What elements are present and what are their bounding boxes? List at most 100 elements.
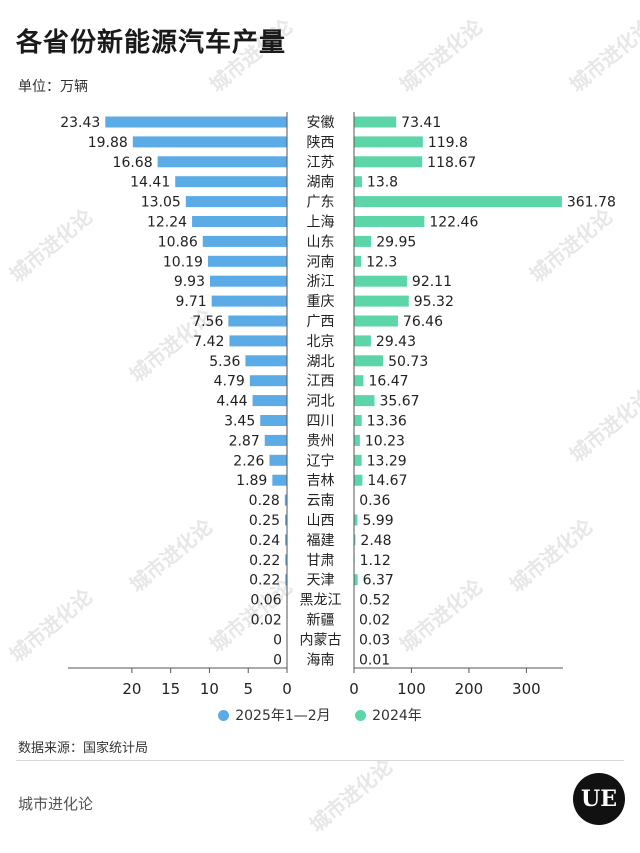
category-label-6: 山东 — [307, 234, 335, 250]
bar-2025-17 — [269, 454, 287, 466]
bar-2025-15 — [260, 415, 287, 426]
legend-swatch-2025 — [218, 710, 230, 721]
bar-2025-21 — [285, 534, 287, 546]
value-label-2024-23: 6.37 — [363, 573, 394, 589]
tick-label-2025-4: 0 — [282, 680, 292, 698]
bar-2024-20 — [354, 514, 358, 526]
value-label-2025-27: 0 — [273, 652, 282, 668]
value-label-2024-12: 50.73 — [388, 354, 428, 370]
value-label-2025-12: 5.36 — [209, 354, 240, 370]
value-label-2025-13: 4.79 — [214, 374, 245, 390]
category-label-18: 吉林 — [307, 473, 335, 489]
bar-2024-2 — [354, 156, 423, 168]
value-label-2024-14: 35.67 — [379, 394, 419, 410]
value-label-2024-22: 1.12 — [360, 553, 391, 569]
value-label-2024-11: 29.43 — [376, 334, 416, 350]
bar-2024-21 — [354, 534, 356, 546]
value-label-2025-2: 16.68 — [113, 155, 153, 171]
value-label-2024-7: 12.3 — [366, 254, 397, 270]
value-label-2024-9: 95.32 — [414, 294, 454, 310]
value-label-2024-10: 76.46 — [403, 314, 443, 330]
bar-2025-18 — [272, 474, 287, 486]
unit-label: 单位：万辆 — [18, 79, 88, 95]
value-label-2024-13: 16.47 — [368, 374, 408, 390]
bar-2024-6 — [354, 235, 372, 247]
value-label-2025-15: 3.45 — [224, 414, 255, 430]
bar-2025-1 — [132, 136, 287, 148]
brand-logo: UE — [573, 773, 625, 825]
bar-2025-11 — [229, 335, 287, 347]
category-label-21: 福建 — [307, 533, 335, 549]
bar-2025-13 — [249, 375, 287, 387]
footer-divider — [16, 760, 624, 761]
category-label-9: 重庆 — [307, 294, 335, 310]
category-label-26: 内蒙古 — [300, 632, 342, 648]
value-label-2025-23: 0.22 — [249, 573, 280, 589]
value-label-2025-8: 9.93 — [174, 274, 205, 290]
value-label-2025-26: 0 — [273, 632, 282, 648]
tick-label-2024-1: 100 — [397, 680, 426, 698]
bar-2024-14 — [354, 395, 375, 407]
tick-label-2024-2: 200 — [455, 680, 484, 698]
value-label-2024-0: 73.41 — [401, 115, 441, 131]
value-label-2025-5: 12.24 — [147, 215, 187, 231]
category-label-7: 河南 — [307, 254, 335, 270]
bar-2024-7 — [354, 255, 362, 267]
value-label-2024-5: 122.46 — [429, 215, 478, 231]
legend-item-2024: 2024年 — [355, 705, 422, 725]
legend: 2025年1—2月 2024年 — [0, 705, 640, 725]
bar-2024-13 — [354, 375, 364, 387]
legend-swatch-2024 — [355, 710, 367, 721]
value-label-2025-0: 23.43 — [60, 115, 100, 131]
bar-2025-20 — [285, 514, 287, 526]
category-label-15: 四川 — [307, 414, 335, 430]
category-label-14: 河北 — [307, 394, 335, 410]
category-label-19: 云南 — [307, 493, 335, 509]
bar-2025-0 — [105, 116, 287, 128]
value-label-2024-20: 5.99 — [362, 513, 393, 529]
value-label-2024-19: 0.36 — [359, 493, 390, 509]
bar-2024-4 — [354, 196, 562, 208]
category-label-1: 陕西 — [307, 135, 335, 151]
value-label-2024-1: 119.8 — [428, 135, 468, 151]
value-label-2025-11: 7.42 — [193, 334, 224, 350]
value-label-2024-16: 10.23 — [365, 433, 405, 449]
value-label-2025-24: 0.06 — [250, 593, 281, 609]
bar-2024-16 — [354, 434, 360, 446]
value-label-2025-18: 1.89 — [236, 473, 267, 489]
tick-label-2025-2: 10 — [200, 680, 219, 698]
data-source: 数据来源：国家统计局 — [18, 741, 149, 756]
value-label-2025-21: 0.24 — [249, 533, 280, 549]
value-label-2025-19: 0.28 — [249, 493, 280, 509]
value-label-2024-24: 0.52 — [359, 593, 390, 609]
value-label-2024-6: 29.95 — [376, 234, 416, 250]
value-label-2025-9: 9.71 — [176, 294, 207, 310]
category-label-20: 山西 — [307, 513, 335, 529]
bar-2024-9 — [354, 295, 409, 307]
bar-2024-5 — [354, 216, 425, 227]
value-label-2025-14: 4.44 — [216, 394, 247, 410]
value-label-2025-25: 0.02 — [251, 613, 282, 629]
value-label-2024-21: 2.48 — [360, 533, 391, 549]
value-label-2025-22: 0.22 — [249, 553, 280, 569]
value-label-2024-18: 14.67 — [367, 473, 407, 489]
tick-label-2024-0: 0 — [349, 680, 359, 698]
bar-2025-4 — [185, 196, 287, 208]
category-label-5: 上海 — [307, 215, 335, 231]
category-label-27: 海南 — [307, 652, 335, 668]
value-label-2025-6: 10.86 — [158, 234, 198, 250]
legend-item-2025: 2025年1—2月 — [218, 705, 331, 725]
bar-2025-12 — [245, 355, 287, 367]
category-label-3: 湖南 — [307, 175, 335, 191]
category-label-13: 江西 — [307, 374, 335, 390]
category-label-10: 广西 — [307, 314, 335, 330]
value-label-2024-4: 361.78 — [567, 195, 616, 211]
category-label-23: 天津 — [307, 573, 335, 589]
category-label-11: 北京 — [307, 334, 335, 350]
brand-name: 城市进化论 — [18, 795, 94, 813]
category-label-24: 黑龙江 — [300, 593, 342, 609]
value-label-2025-10: 7.56 — [192, 314, 223, 330]
value-label-2024-17: 13.29 — [367, 453, 407, 469]
bar-2024-0 — [354, 116, 397, 128]
value-label-2025-16: 2.87 — [229, 433, 260, 449]
